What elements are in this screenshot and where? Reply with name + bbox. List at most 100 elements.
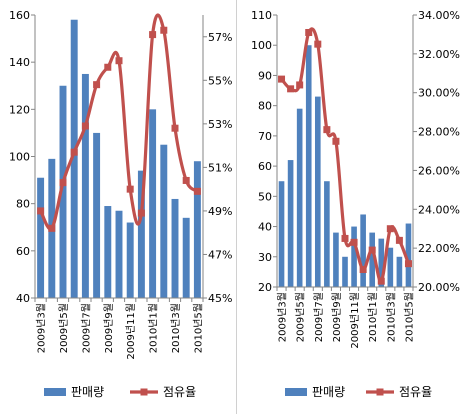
share-point: [332, 137, 340, 145]
category-label: 2010년5월: [403, 292, 415, 342]
category-label: 2009년9월: [331, 292, 343, 342]
legend: 판매량 점유율: [44, 385, 196, 399]
left-tick-label: 140: [9, 56, 30, 69]
category-label: 2009년7월: [313, 292, 325, 342]
right-tick-label: 34.00%: [418, 9, 460, 22]
bar: [378, 238, 385, 287]
left-tick-label: 40: [258, 221, 272, 234]
bar: [396, 256, 403, 287]
share-point: [193, 187, 201, 195]
category-label: 2010년1월: [367, 292, 379, 342]
share-point: [126, 185, 134, 193]
share-line: [39, 13, 199, 231]
share-point: [171, 124, 179, 132]
bar: [342, 256, 348, 287]
share-point: [278, 75, 286, 83]
right-tick-label: 20.00%: [418, 281, 460, 294]
category-label: 2009년3월: [277, 292, 289, 342]
bar: [333, 232, 339, 287]
share-point: [37, 207, 45, 215]
category-label: 2009년5월: [58, 303, 70, 353]
share-point: [395, 236, 403, 244]
category-label: 2010년3월: [385, 292, 397, 342]
share-point: [149, 31, 157, 39]
left-tick-label: 30: [258, 251, 272, 264]
bar: [93, 132, 101, 298]
legend-label-bar: 판매량: [312, 385, 345, 399]
left-tick-label: 20: [258, 281, 272, 294]
right-tick-label: 24.00%: [418, 203, 460, 216]
bar: [115, 210, 123, 298]
right-tick-label: 51%: [208, 161, 232, 174]
legend-label-line: 점유율: [399, 385, 432, 399]
category-label: 2010년5월: [192, 303, 204, 353]
left-tick-label: 60: [16, 245, 30, 258]
bar: [296, 108, 303, 287]
share-point: [305, 28, 313, 36]
bar: [360, 214, 366, 287]
line-series: [37, 13, 201, 232]
legend-swatch-marker: [376, 388, 384, 396]
bar: [37, 177, 45, 298]
left-tick-label: 80: [258, 100, 272, 113]
share-point: [350, 238, 358, 246]
share-line: [279, 27, 411, 283]
right-tick-label: 32.00%: [418, 48, 460, 61]
right-tick-label: 45%: [208, 292, 232, 305]
category-label: 2009년3월: [36, 303, 48, 353]
bar: [171, 198, 179, 298]
share-point: [368, 246, 376, 254]
category-label: 2009년11월: [125, 303, 137, 360]
right-tick-label: 22.00%: [418, 242, 460, 255]
right-tick-label: 47%: [208, 248, 232, 261]
bar: [351, 226, 357, 287]
bar: [287, 160, 294, 287]
bar: [324, 181, 330, 287]
bar: [160, 144, 168, 298]
bar: [369, 232, 376, 287]
bar: [70, 19, 78, 298]
left-tick-label: 120: [9, 103, 30, 116]
legend-swatch-marker: [140, 388, 148, 396]
share-point: [287, 85, 295, 93]
share-point: [404, 260, 412, 268]
bar: [126, 222, 134, 298]
bar: [405, 223, 412, 287]
right-tick-label: 26.00%: [418, 164, 460, 177]
left-tick-label: 70: [258, 130, 272, 143]
legend-label-bar: 판매량: [71, 385, 104, 399]
share-point: [93, 81, 101, 89]
bar: [182, 217, 190, 298]
share-point: [341, 234, 349, 242]
bar: [278, 181, 285, 287]
chart-right: 20 30 40 50 60 70 80 90 100 110 20.00% 22.00% 24.00%…: [251, 9, 460, 399]
category-label: 2010년3월: [170, 303, 182, 353]
share-point: [377, 277, 385, 285]
bar: [81, 73, 89, 299]
share-point: [115, 57, 123, 65]
left-tick-label: 160: [9, 9, 30, 22]
right-tick-label: 30.00%: [418, 87, 460, 100]
share-point: [182, 176, 190, 184]
left-tick-label: 100: [251, 39, 272, 52]
bar: [387, 247, 394, 287]
right-tick-label: 57%: [208, 31, 232, 44]
right-tick-label: 53%: [208, 118, 232, 131]
chart-left: 40 60 80 100 120 140 160 45% 47% 49% 51% 53% 55% 57% 2…: [9, 9, 232, 399]
share-point: [81, 122, 89, 130]
legend-swatch-bar: [285, 388, 307, 396]
category-label: 2009년11월: [349, 292, 361, 349]
bar: [305, 45, 312, 287]
share-point: [59, 179, 67, 187]
category-label: 2009년9월: [103, 303, 115, 353]
share-point: [359, 266, 367, 274]
share-point: [296, 81, 304, 89]
left-tick-label: 90: [258, 69, 272, 82]
bar-series: [37, 19, 201, 299]
right-tick-label: 49%: [208, 205, 232, 218]
bar: [137, 170, 145, 298]
right-tick-label: 28.00%: [418, 126, 460, 139]
left-tick-label: 110: [251, 9, 272, 22]
right-tick-label: 55%: [208, 74, 232, 87]
share-point: [386, 225, 394, 233]
